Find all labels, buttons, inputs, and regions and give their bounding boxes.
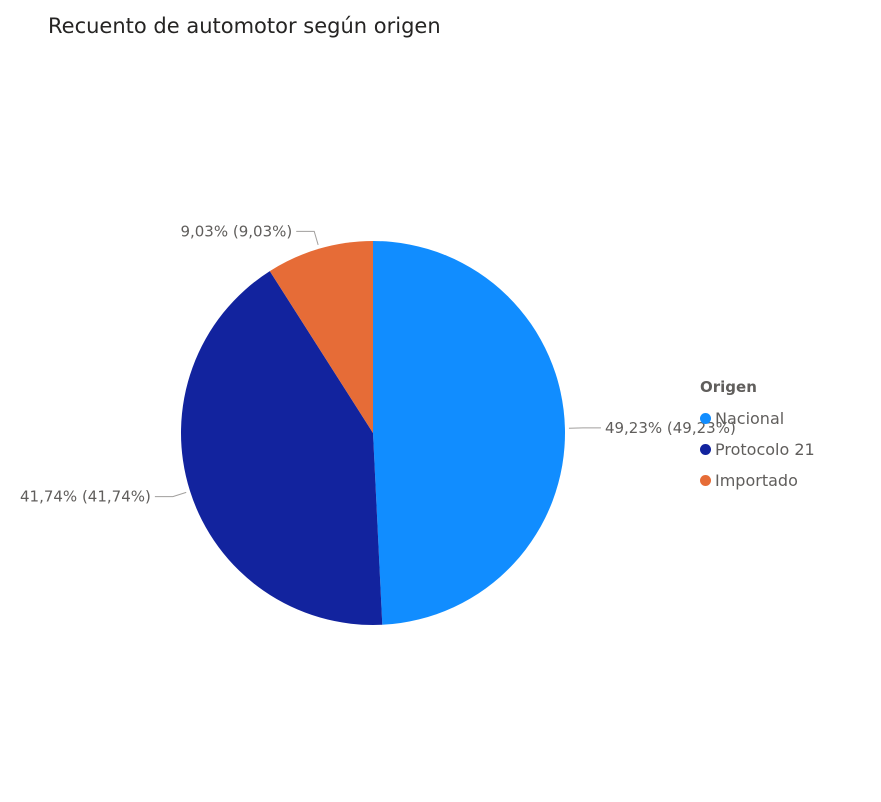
legend-label: Nacional [715,409,785,428]
data-label: 9,03% (9,03%) [180,222,292,240]
legend-item-protocolo-21[interactable]: Protocolo 21 [700,434,815,465]
legend-label: Protocolo 21 [715,440,815,459]
leader-line [296,230,319,245]
pie-slice-nacional[interactable] [373,241,566,625]
legend-dot-icon [700,475,711,486]
data-label: 41,74% (41,74%) [20,488,151,506]
chart-title: Recuento de automotor según origen [48,14,441,38]
pie-slice-protocolo-21[interactable] [180,271,383,625]
legend-dot-icon [700,413,711,424]
pie-slices [180,241,566,625]
legend-dot-icon [700,444,711,455]
legend-item-nacional[interactable]: Nacional [700,403,815,434]
legend-label: Importado [715,471,798,490]
legend: Origen Nacional Protocolo 21 Importado [700,378,815,496]
leader-line [154,491,187,498]
legend-title: Origen [700,378,757,396]
leader-lines [154,230,601,498]
pie-slice-importado[interactable] [269,241,373,433]
legend-item-importado[interactable]: Importado [700,465,815,496]
